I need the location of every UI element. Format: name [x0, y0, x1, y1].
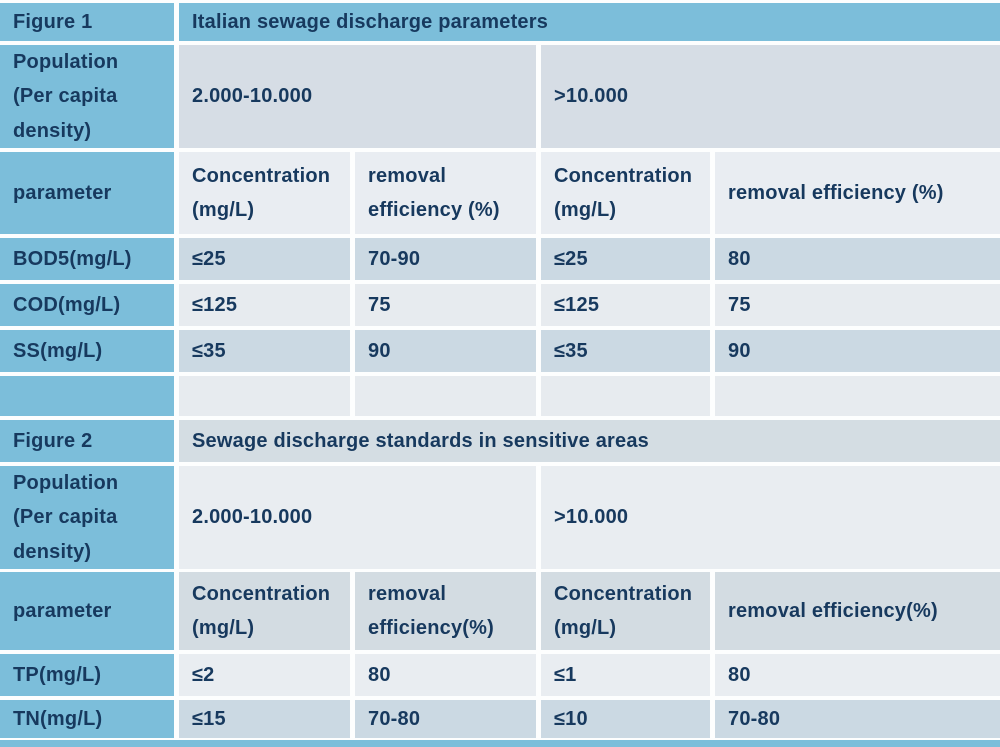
value-cell: 90	[355, 330, 536, 372]
value-cell: 75	[715, 284, 1000, 326]
empty-cell	[0, 376, 174, 416]
value-cell: 90	[715, 330, 1000, 372]
figure2-population-range-1: 2.000-10.000	[179, 466, 536, 570]
header-line: (mg/L)	[192, 617, 255, 639]
figure2-label: Figure 2	[0, 420, 174, 462]
value-cell: ≤125	[179, 284, 350, 326]
figure2-population-range-2: >10.000	[541, 466, 1000, 570]
empty-cell	[179, 376, 350, 416]
figure1-title-row: Figure 1 Italian sewage discharge parame…	[0, 3, 1000, 41]
param-name: COD(mg/L)	[0, 284, 174, 326]
figure1-label: Figure 1	[0, 3, 174, 41]
figure1-population-row: Population (Per capita density) 2.000-10…	[0, 45, 1000, 149]
value-cell: ≤125	[541, 284, 710, 326]
header-line: (mg/L)	[192, 199, 255, 221]
value-cell: ≤10	[541, 700, 710, 738]
value-cell: 80	[355, 654, 536, 696]
figure2-title-row: Figure 2 Sewage discharge standards in s…	[0, 420, 1000, 462]
population-line: Population	[13, 472, 119, 494]
value-cell: ≤25	[541, 238, 710, 280]
figure2-header-removal-1: removal efficiency(%)	[355, 572, 536, 650]
param-name: TP(mg/L)	[0, 654, 174, 696]
figure1-header-removal-2: removal efficiency (%)	[715, 152, 1000, 234]
value-cell: 80	[715, 654, 1000, 696]
figure2-header-removal-2: removal efficiency(%)	[715, 572, 1000, 650]
value-cell: 75	[355, 284, 536, 326]
figure2-parameter-label: parameter	[0, 572, 174, 650]
figure2-row-tp: TP(mg/L) ≤2 80 ≤1 80	[0, 654, 1000, 696]
param-name: BOD5(mg/L)	[0, 238, 174, 280]
figure1-header-row: parameter Concentration (mg/L) removal e…	[0, 152, 1000, 234]
figure2-row-tn: TN(mg/L) ≤15 70-80 ≤10 70-80	[0, 700, 1000, 738]
value-cell: 70-80	[715, 700, 1000, 738]
population-line: Population	[13, 51, 119, 73]
population-line: density)	[13, 119, 92, 142]
figure1-row-bod5: BOD5(mg/L) ≤25 70-90 ≤25 80	[0, 238, 1000, 280]
header-line: (mg/L)	[554, 199, 617, 221]
value-cell: ≤25	[179, 238, 350, 280]
figure1-header-concentration-1: Concentration (mg/L)	[179, 152, 350, 234]
population-line: density)	[13, 540, 92, 563]
value-cell: ≤15	[179, 700, 350, 738]
figure2-population-row: Population (Per capita density) 2.000-10…	[0, 466, 1000, 570]
population-line: (Per capita	[13, 506, 118, 529]
value-cell: ≤2	[179, 654, 350, 696]
header-line: Concentration	[554, 582, 693, 605]
param-name: SS(mg/L)	[0, 330, 174, 372]
population-line: (Per capita	[13, 85, 118, 108]
figure2-header-concentration-2: Concentration (mg/L)	[541, 572, 710, 650]
empty-cell	[355, 376, 536, 416]
bottom-blue-strip	[0, 740, 1000, 747]
figure1-population-range-1: 2.000-10.000	[179, 45, 536, 149]
figure1-row-ss: SS(mg/L) ≤35 90 ≤35 90	[0, 330, 1000, 372]
figure1-population-label: Population (Per capita density)	[0, 45, 174, 149]
figure1-row-cod: COD(mg/L) ≤125 75 ≤125 75	[0, 284, 1000, 326]
figure2-header-concentration-1: Concentration (mg/L)	[179, 572, 350, 650]
param-name: TN(mg/L)	[0, 700, 174, 738]
figure2-population-label: Population (Per capita density)	[0, 466, 174, 570]
value-cell: ≤1	[541, 654, 710, 696]
header-line: Concentration	[192, 164, 331, 187]
header-line: efficiency (%)	[368, 199, 500, 221]
figure1-header-concentration-2: Concentration (mg/L)	[541, 152, 710, 234]
value-cell: ≤35	[179, 330, 350, 372]
value-cell: ≤35	[541, 330, 710, 372]
figure1-header-removal-1: removal efficiency (%)	[355, 152, 536, 234]
header-line: Concentration	[554, 164, 693, 187]
value-cell: 70-90	[355, 238, 536, 280]
header-line: efficiency(%)	[368, 617, 494, 639]
empty-row	[0, 376, 1000, 416]
empty-cell	[715, 376, 1000, 416]
header-line: (mg/L)	[554, 617, 617, 639]
value-cell: 70-80	[355, 700, 536, 738]
figure2-header-row: parameter Concentration (mg/L) removal e…	[0, 572, 1000, 650]
empty-cell	[541, 376, 710, 416]
header-line: removal	[368, 164, 447, 187]
figure1-title: Italian sewage discharge parameters	[179, 3, 1000, 41]
figure1-population-range-2: >10.000	[541, 45, 1000, 149]
figure2-title: Sewage discharge standards in sensitive …	[179, 420, 1000, 462]
value-cell: 80	[715, 238, 1000, 280]
figure1-parameter-label: parameter	[0, 152, 174, 234]
header-line: Concentration	[192, 582, 331, 605]
header-line: removal	[368, 582, 447, 605]
